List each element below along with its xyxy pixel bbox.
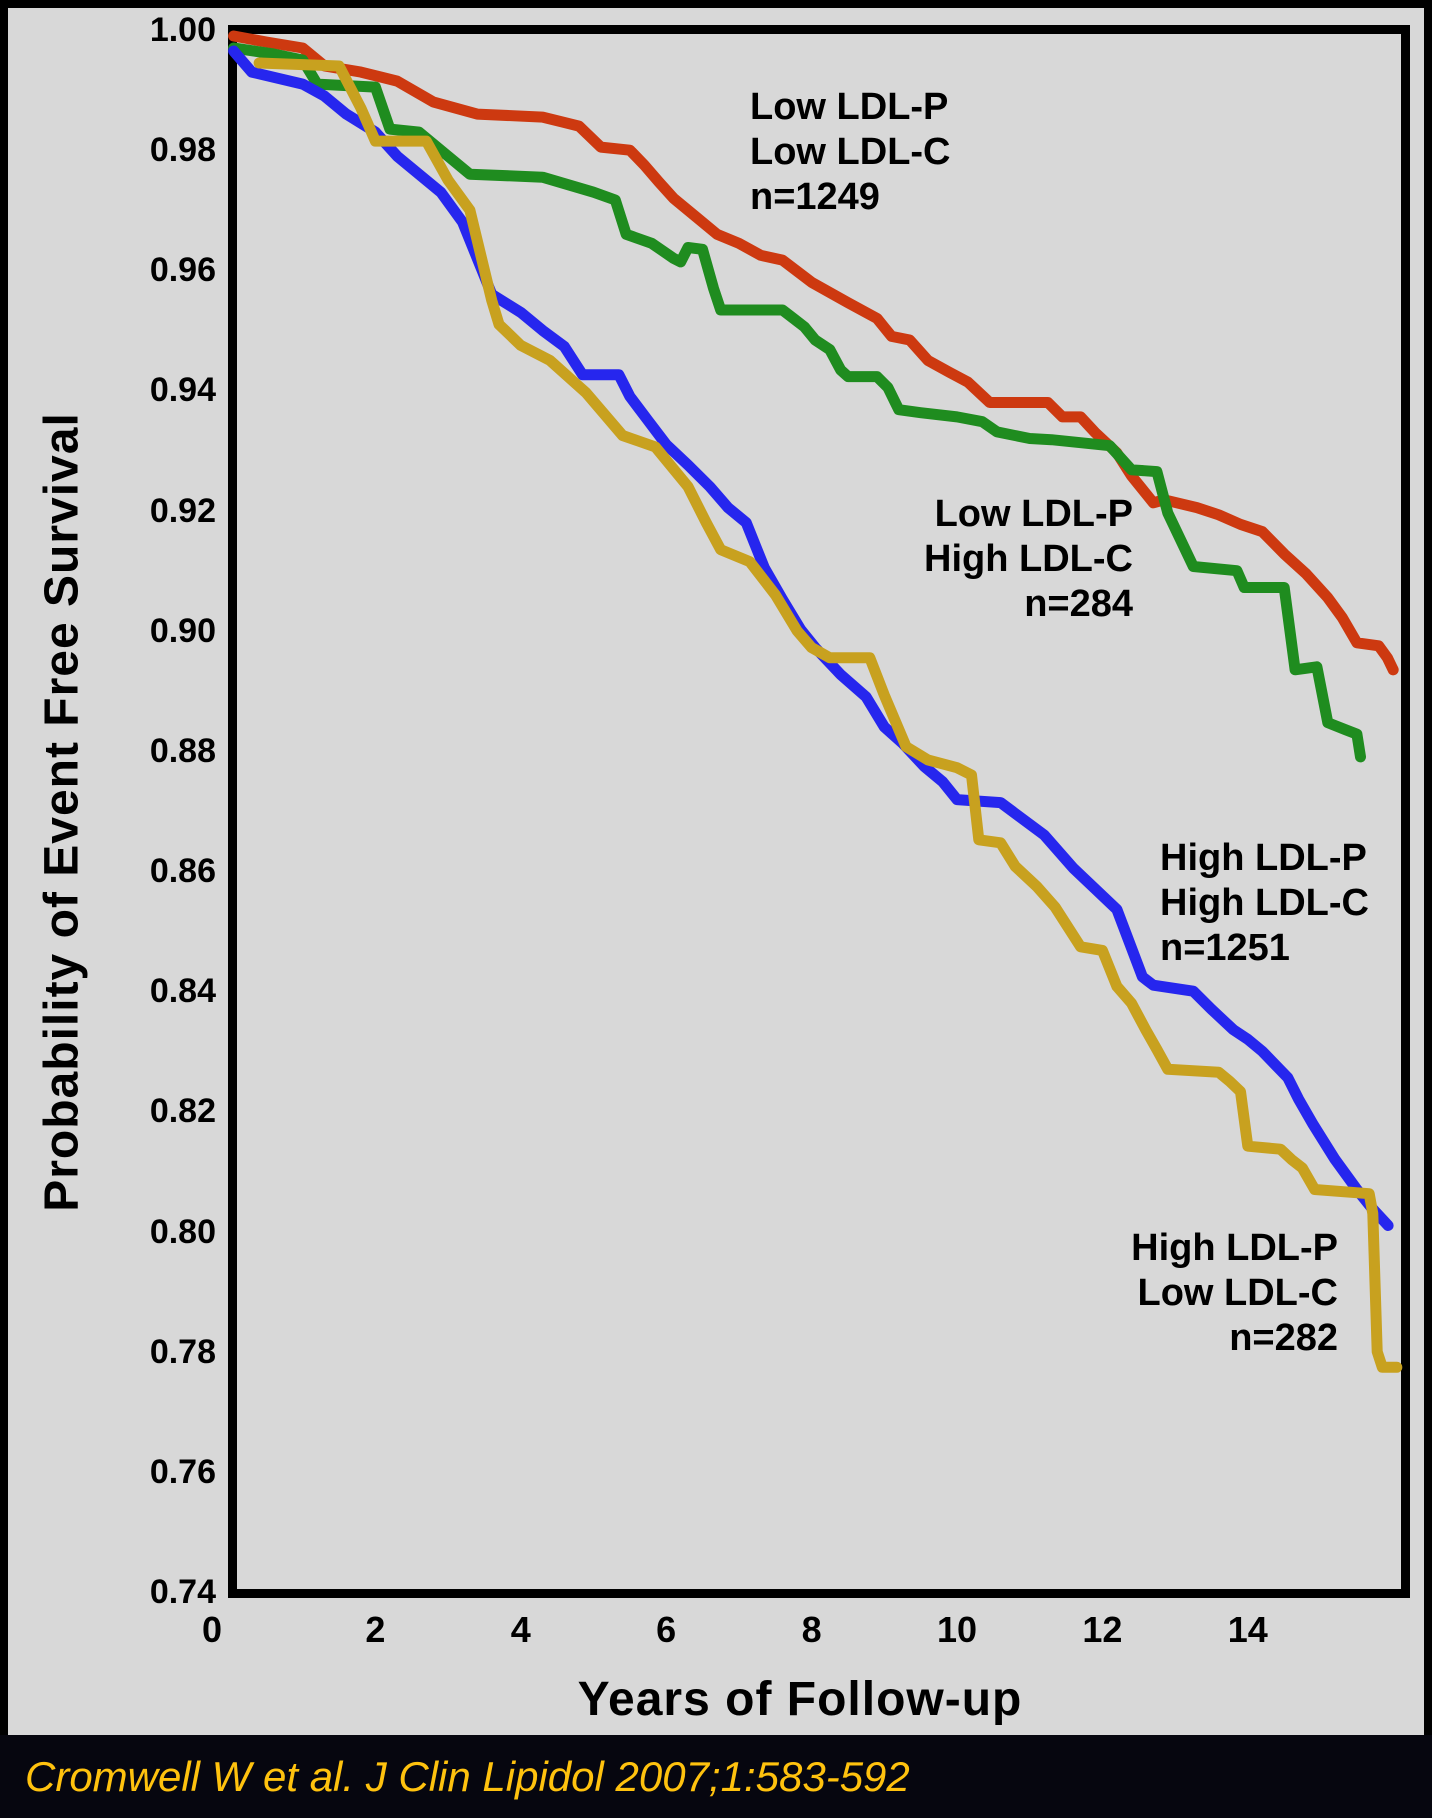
y-tick-label: 0.92 (149, 491, 216, 530)
y-axis-title: Probability of Event Free Survival (35, 412, 89, 1212)
x-tick-label: 0 (201, 1609, 223, 1650)
annotation-line: Low LDL-P (750, 86, 949, 128)
frame-left (0, 0, 8, 1818)
annotation-line: High LDL-P (1160, 837, 1367, 879)
y-tick-label: 0.90 (149, 611, 216, 650)
x-tick-label: 6 (656, 1609, 677, 1650)
x-tick-label: 14 (1227, 1609, 1268, 1650)
y-tick-label: 0.76 (149, 1452, 216, 1491)
y-tick-label: 0.78 (149, 1332, 216, 1371)
x-axis-title: Years of Follow-up (577, 1673, 1023, 1726)
annotation-line: n=1251 (1160, 927, 1290, 969)
y-tick-label: 0.96 (149, 251, 216, 290)
series-annotation: High LDL-P High LDL-C n=1251 (1160, 836, 1369, 971)
annotation-line: n=282 (1229, 1317, 1338, 1359)
annotation-line: n=1249 (750, 176, 880, 218)
series-annotation: High LDL-P Low LDL-C n=282 (1131, 1226, 1338, 1361)
frame-top (0, 0, 1432, 8)
y-tick-label: 0.82 (149, 1092, 216, 1131)
y-tick-label: 0.74 (149, 1573, 216, 1611)
annotation-line: High LDL-C (924, 538, 1133, 580)
x-tick-label: 2 (365, 1609, 386, 1650)
annotation-line: High LDL-P (1131, 1227, 1338, 1269)
frame-right (1424, 0, 1432, 1818)
x-tick-label: 8 (801, 1609, 822, 1650)
annotation-line: High LDL-C (1160, 882, 1369, 924)
x-tick-label: 10 (936, 1609, 978, 1650)
series-annotation: Low LDL-P High LDL-C n=284 (924, 492, 1133, 627)
y-tick-label: 1.00 (149, 11, 216, 49)
y-tick-label: 0.80 (149, 1212, 216, 1251)
annotation-line: Low LDL-C (1137, 1272, 1338, 1314)
y-tick-label: 0.86 (149, 852, 216, 891)
annotation-line: Low LDL-C (750, 131, 951, 173)
x-tick-label: 4 (510, 1609, 531, 1650)
plot-area (228, 25, 1410, 1598)
annotation-line: Low LDL-P (934, 493, 1133, 535)
citation-bar: Cromwell W et al. J Clin Lipidol 2007;1:… (0, 1735, 1432, 1818)
y-tick-label: 0.88 (149, 731, 216, 770)
annotation-line: n=284 (1024, 583, 1133, 625)
x-tick-label: 12 (1082, 1609, 1123, 1650)
y-tick-label: 0.94 (149, 371, 216, 410)
y-tick-label: 0.98 (149, 131, 216, 170)
series-annotation: Low LDL-P Low LDL-C n=1249 (750, 85, 951, 220)
citation-text: Cromwell W et al. J Clin Lipidol 2007;1:… (25, 1752, 910, 1800)
y-tick-label: 0.84 (149, 972, 216, 1011)
